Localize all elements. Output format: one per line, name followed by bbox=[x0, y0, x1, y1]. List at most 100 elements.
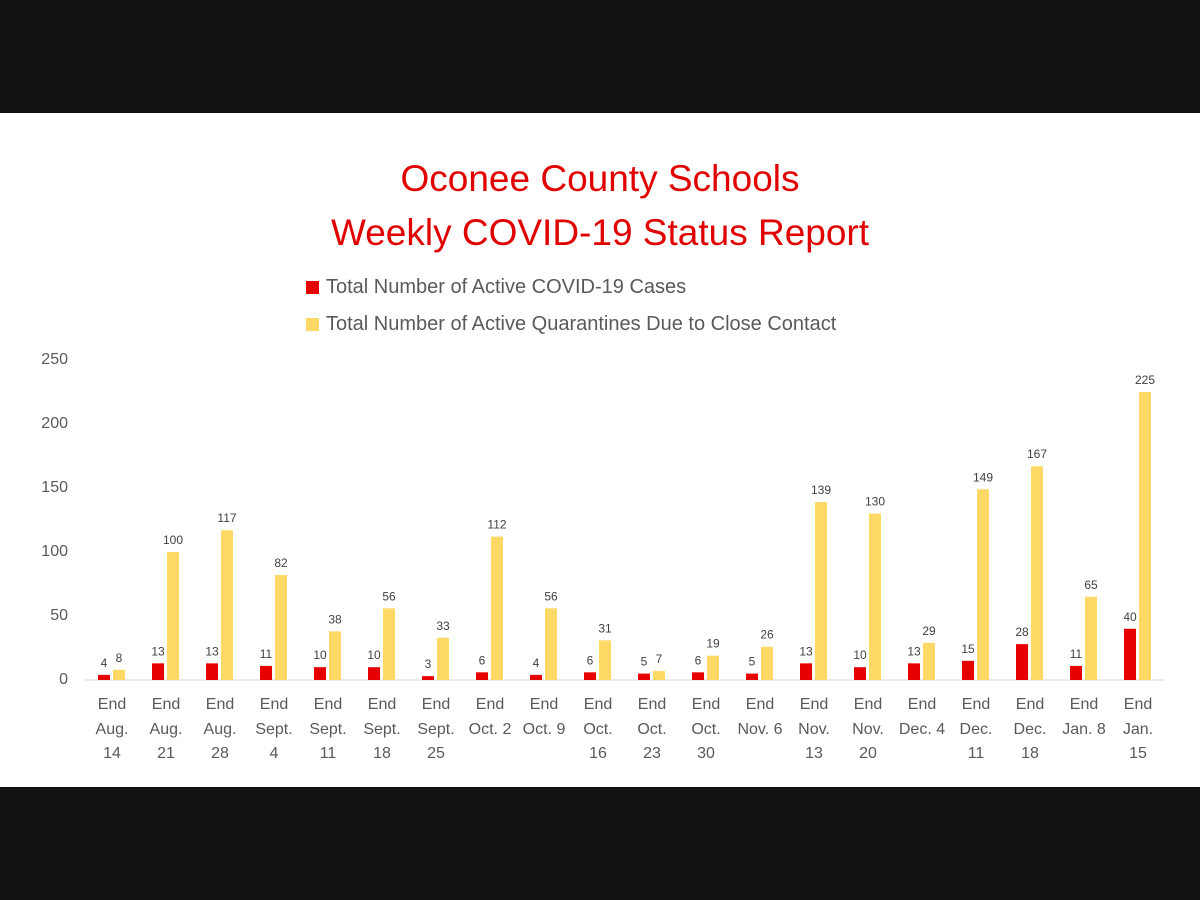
value-label: 7 bbox=[656, 652, 663, 666]
bar bbox=[260, 665, 272, 680]
value-label: 11 bbox=[260, 647, 273, 661]
bar bbox=[221, 530, 233, 680]
bar bbox=[746, 673, 758, 680]
x-tick-label: End Oct. 16 bbox=[583, 696, 613, 762]
value-label: 130 bbox=[865, 495, 885, 509]
x-tick-label: End Dec. 4 bbox=[898, 696, 946, 738]
value-label: 100 bbox=[163, 533, 183, 547]
value-label: 29 bbox=[922, 624, 936, 638]
x-tick-label: End Sept. 25 bbox=[417, 696, 455, 762]
bar bbox=[383, 608, 395, 680]
bar bbox=[908, 663, 920, 680]
value-label: 225 bbox=[1135, 373, 1155, 387]
bar bbox=[1070, 665, 1082, 680]
bar bbox=[530, 674, 542, 680]
value-label: 56 bbox=[544, 589, 558, 603]
x-tick-label: End Aug. 14 bbox=[95, 696, 129, 762]
value-label: 4 bbox=[101, 656, 108, 670]
bar bbox=[422, 676, 434, 680]
legend-label: Total Number of Active Quarantines Due t… bbox=[326, 313, 837, 335]
bar bbox=[275, 575, 287, 680]
bar bbox=[113, 669, 125, 680]
value-label: 5 bbox=[641, 655, 648, 669]
value-label: 10 bbox=[313, 648, 327, 662]
bar bbox=[869, 513, 881, 680]
bar bbox=[1031, 466, 1043, 680]
value-label: 5 bbox=[749, 655, 756, 669]
y-tick-label: 100 bbox=[41, 543, 68, 560]
value-label: 65 bbox=[1084, 578, 1098, 592]
bar bbox=[962, 660, 974, 680]
x-tick-label: End Nov. 13 bbox=[798, 696, 830, 762]
value-label: 31 bbox=[598, 621, 612, 635]
legend-swatch bbox=[306, 281, 319, 294]
value-label: 117 bbox=[217, 511, 236, 525]
value-label: 82 bbox=[274, 556, 288, 570]
x-tick-label: End Jan. 15 bbox=[1122, 696, 1154, 762]
bar bbox=[314, 667, 326, 680]
x-tick-label: End Dec. 18 bbox=[1013, 696, 1047, 762]
value-label: 149 bbox=[973, 470, 993, 484]
value-label: 6 bbox=[695, 653, 702, 667]
x-tick-label: End Sept. 11 bbox=[309, 696, 347, 762]
bar bbox=[437, 637, 449, 680]
value-label: 112 bbox=[487, 518, 506, 532]
value-label: 10 bbox=[853, 648, 867, 662]
bar bbox=[653, 671, 665, 680]
y-tick-label: 150 bbox=[41, 479, 68, 496]
x-tick-label: End Sept. 18 bbox=[363, 696, 401, 762]
legend-entry: Total Number of Active COVID-19 Cases bbox=[306, 275, 686, 299]
bar bbox=[476, 672, 488, 680]
value-label: 6 bbox=[587, 653, 594, 667]
x-tick-label: End Sept. 4 bbox=[255, 696, 293, 762]
x-tick-label: End Aug. 21 bbox=[149, 696, 183, 762]
x-tick-label: End Nov. 6 bbox=[737, 696, 783, 738]
bar bbox=[491, 536, 503, 680]
value-label: 4 bbox=[533, 656, 540, 670]
bar bbox=[692, 672, 704, 680]
x-tick-label: End Nov. 20 bbox=[852, 696, 884, 762]
value-label: 167 bbox=[1027, 447, 1047, 461]
bar bbox=[599, 640, 611, 680]
value-label: 6 bbox=[479, 653, 486, 667]
value-label: 38 bbox=[328, 612, 342, 626]
bar bbox=[923, 642, 935, 680]
bar bbox=[167, 552, 179, 680]
x-tick-label: End Oct. 2 bbox=[468, 696, 512, 738]
value-label: 10 bbox=[367, 648, 381, 662]
value-label: 19 bbox=[706, 637, 720, 651]
value-label: 13 bbox=[907, 644, 921, 658]
y-tick-label: 50 bbox=[50, 607, 68, 624]
bar bbox=[800, 663, 812, 680]
value-label: 8 bbox=[116, 651, 123, 665]
bar bbox=[98, 674, 110, 680]
y-tick-label: 200 bbox=[41, 415, 68, 432]
y-tick-label: 0 bbox=[59, 671, 68, 688]
value-label: 13 bbox=[151, 644, 165, 658]
value-label: 3 bbox=[425, 657, 432, 671]
bar bbox=[638, 673, 650, 680]
legend-swatch bbox=[306, 318, 319, 331]
x-tick-label: End Oct. 9 bbox=[522, 696, 566, 738]
bar bbox=[815, 502, 827, 680]
bar bbox=[152, 663, 164, 680]
legend-label: Total Number of Active COVID-19 Cases bbox=[326, 276, 687, 298]
value-label: 56 bbox=[382, 589, 396, 603]
bar bbox=[1124, 628, 1136, 680]
bar bbox=[854, 667, 866, 680]
x-tick-label: End Oct. 30 bbox=[691, 696, 721, 762]
bar bbox=[761, 646, 773, 680]
bar bbox=[977, 489, 989, 680]
bar bbox=[368, 667, 380, 680]
value-label: 11 bbox=[1070, 647, 1083, 661]
bar bbox=[206, 663, 218, 680]
bar bbox=[584, 672, 596, 680]
value-label: 13 bbox=[799, 644, 813, 658]
chart-title: Oconee County Schools Weekly COVID-19 St… bbox=[330, 158, 870, 253]
x-tick-label: End Jan. 8 bbox=[1062, 696, 1106, 738]
legend-entry: Total Number of Active Quarantines Due t… bbox=[306, 312, 836, 336]
x-tick-label: End Aug. 28 bbox=[203, 696, 237, 762]
value-label: 15 bbox=[961, 642, 975, 656]
